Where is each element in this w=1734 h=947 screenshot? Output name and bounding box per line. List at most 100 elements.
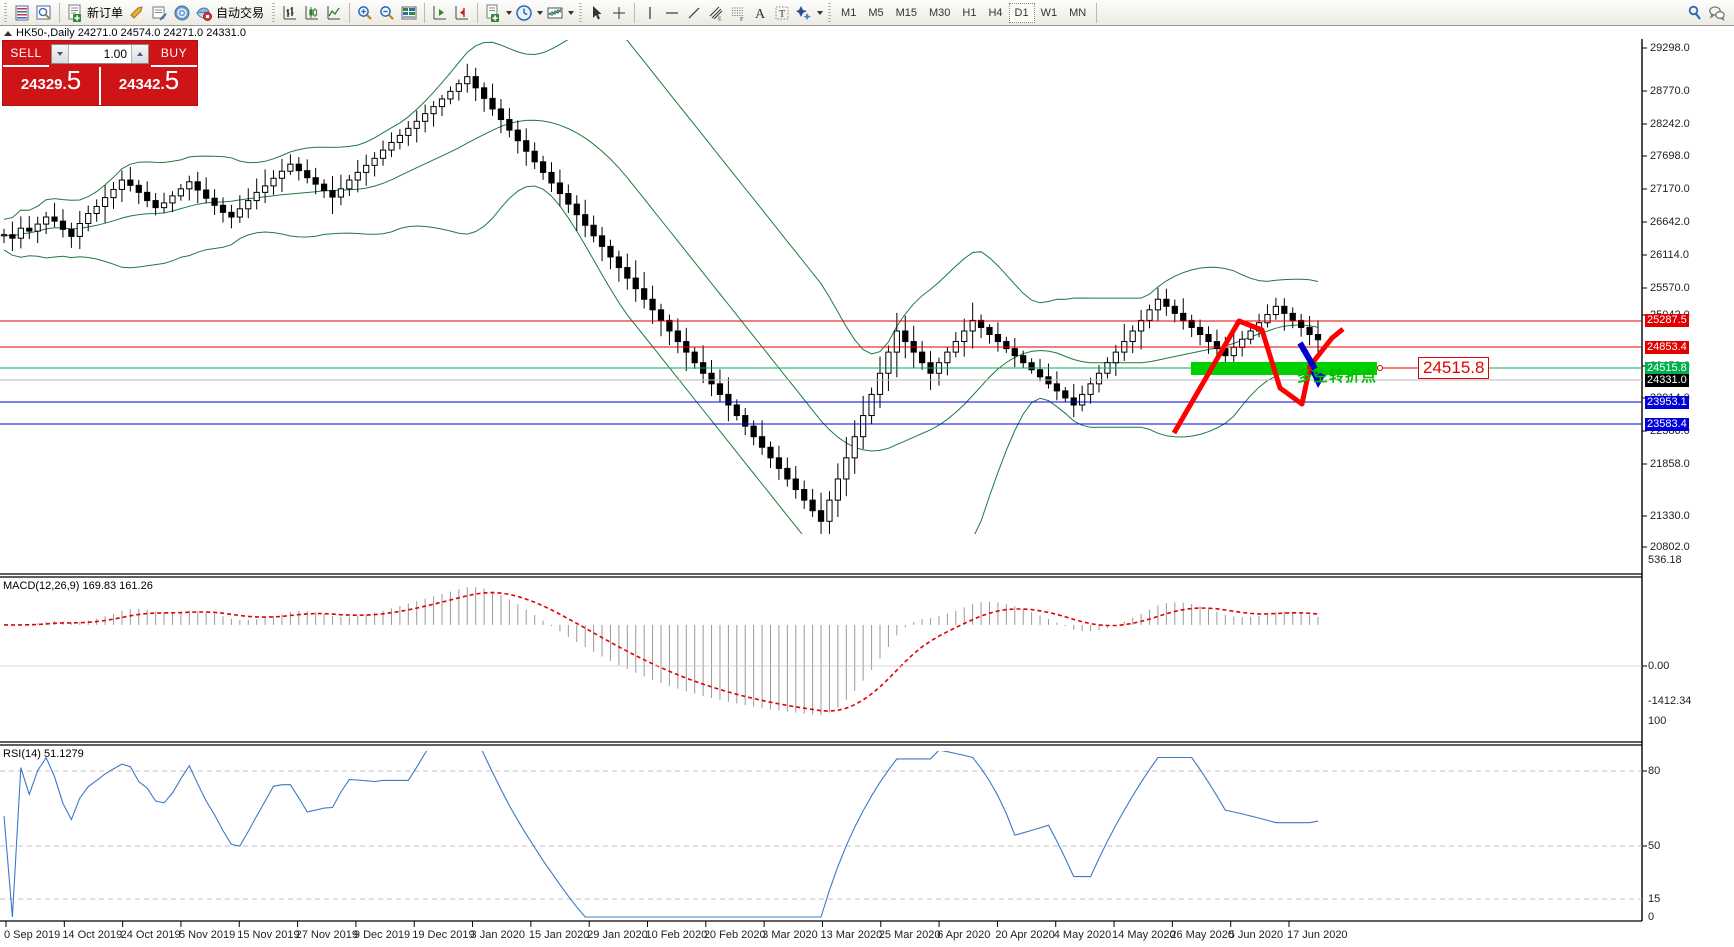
equidistant-channel-button[interactable]: E	[705, 2, 727, 24]
timeframe-w1[interactable]: W1	[1040, 6, 1058, 19]
signals-button[interactable]	[171, 2, 193, 24]
timeframe-m15[interactable]: M15	[895, 6, 917, 19]
date-tick-label: 24 Oct 2019	[120, 929, 181, 941]
text-label-icon: T	[773, 4, 791, 22]
macd-tick-max: 536.18	[1648, 554, 1682, 566]
periodicity-caret-icon[interactable]	[535, 4, 544, 22]
collapse-icon[interactable]	[4, 30, 12, 36]
rsi-tick-80: 80	[1648, 765, 1661, 777]
date-tick-label: 20 Apr 2020	[995, 929, 1055, 941]
templates-button[interactable]	[482, 2, 504, 24]
toolbar-grip-3[interactable]	[577, 2, 585, 23]
rsi-tick-50: 50	[1648, 840, 1661, 852]
buy-button[interactable]: 24342 . 5	[101, 67, 197, 105]
timeframe-mn[interactable]: MN	[1069, 6, 1087, 19]
zoom-in-button[interactable]	[354, 2, 376, 24]
indicators-button[interactable]	[544, 2, 566, 24]
timeframe-m1[interactable]: M1	[841, 6, 857, 19]
auto-scroll-icon	[431, 4, 449, 22]
fibonacci-retracement-button[interactable]: F	[727, 2, 749, 24]
horizontal-line-icon	[663, 4, 681, 22]
date-tick-label: 25 Mar 2020	[878, 929, 941, 941]
trendline-button[interactable]	[683, 2, 705, 24]
timeframe-h1[interactable]: H1	[962, 6, 977, 19]
auto-scroll-button[interactable]	[429, 2, 451, 24]
toolbar-grip[interactable]	[2, 2, 9, 23]
candlestick-chart-button[interactable]	[301, 2, 323, 24]
chart-shift-button[interactable]	[451, 2, 473, 24]
data-window-icon	[35, 4, 53, 22]
level-tag-25287: 25287.5	[1645, 314, 1689, 327]
market-watch-button[interactable]	[11, 2, 33, 24]
text-label-button[interactable]: T	[771, 2, 793, 24]
date-tick-label: 27 Nov 2019	[295, 929, 358, 941]
search-button[interactable]	[1684, 2, 1706, 24]
horizontal-line-button[interactable]	[661, 2, 683, 24]
trade-panel-bottom-row: 24329 . 5 24342 . 5	[3, 67, 197, 105]
rsi-indicator-title: RSI(14) 51.1279	[3, 748, 84, 760]
bar-chart-button[interactable]	[279, 2, 301, 24]
timeframe-m5[interactable]: M5	[868, 6, 884, 19]
trade-panel-top-row: SELL 1.00 BUY	[3, 41, 197, 67]
volume-decrement-button[interactable]	[52, 45, 69, 63]
new-order-icon	[66, 4, 84, 22]
level-tag-23953: 23953.1	[1645, 396, 1689, 409]
volume-input[interactable]: 1.00	[103, 47, 127, 61]
price-tick-27698: 27698.0	[1650, 150, 1690, 162]
price-tick-28242: 28242.0	[1650, 118, 1690, 130]
macd-tick-zero: 0.00	[1648, 660, 1670, 672]
auto-trading-button[interactable]: 自动交易	[193, 2, 268, 24]
toolbar-grip-4[interactable]	[826, 2, 834, 23]
search-icon	[1686, 4, 1704, 22]
macd-tick-min: -1412.34	[1648, 695, 1692, 707]
volume-increment-button[interactable]	[131, 45, 148, 63]
crosshair-icon	[610, 4, 628, 22]
expert-advisors-button[interactable]	[149, 2, 171, 24]
svg-text:T: T	[779, 9, 785, 20]
date-tick-label: 29 Jan 2020	[587, 929, 648, 941]
zigzag-annotation	[1171, 318, 1345, 435]
date-tick-label: 4 May 2020	[1053, 929, 1112, 941]
shapes-caret-icon[interactable]	[815, 4, 824, 22]
timeframe-d1[interactable]: D1	[1008, 2, 1035, 23]
text-button[interactable]: A	[749, 2, 771, 24]
volume-stepper[interactable]: 1.00	[51, 44, 149, 64]
date-tick-label: 20 Feb 2020	[703, 929, 766, 941]
metaeditor-button[interactable]	[127, 2, 149, 24]
price-tick-25570: 25570.0	[1650, 282, 1690, 294]
price-tick-21858: 21858.0	[1650, 458, 1690, 470]
equidistant-channel-icon: E	[707, 4, 725, 22]
line-chart-button[interactable]	[323, 2, 345, 24]
vertical-line-button[interactable]	[639, 2, 661, 24]
toolbar-separator-3	[424, 2, 426, 23]
date-tick-label: 0 Sep 2019	[4, 929, 61, 941]
periodicity-button[interactable]	[513, 2, 535, 24]
sell-button[interactable]: 24329 . 5	[3, 67, 101, 105]
toolbar-grip-2[interactable]	[270, 2, 278, 23]
timeframe-m30[interactable]: M30	[929, 6, 951, 19]
one-click-trading-panel[interactable]: SELL 1.00 BUY 24329 . 5 24342 . 5	[2, 40, 198, 106]
price-callout-label[interactable]: 24515.8	[1418, 357, 1490, 379]
zoom-out-button[interactable]	[376, 2, 398, 24]
chat-button[interactable]	[1706, 2, 1728, 24]
data-window-button[interactable]	[33, 2, 55, 24]
chart-canvas[interactable]: HK50-,Daily 24271.0 24574.0 24271.0 2433…	[0, 26, 1734, 947]
cursor-button[interactable]	[586, 2, 608, 24]
chat-icon	[1708, 4, 1726, 22]
templates-icon	[484, 4, 502, 22]
crosshair-button[interactable]	[608, 2, 630, 24]
price-tick-27170: 27170.0	[1650, 183, 1690, 195]
zoom-out-icon	[378, 4, 396, 22]
indicators-caret-icon[interactable]	[566, 4, 575, 22]
price-tick-21330: 21330.0	[1650, 510, 1690, 522]
templates-caret-icon[interactable]	[504, 4, 513, 22]
buy-price-separator: .	[160, 76, 165, 93]
date-tick-label: 17 Jun 2020	[1287, 929, 1348, 941]
shapes-button[interactable]	[793, 2, 815, 24]
price-tick-26114: 26114.0	[1650, 249, 1689, 261]
date-tick-label: 6 Apr 2020	[937, 929, 991, 941]
timeframe-h4[interactable]: H4	[988, 6, 1003, 19]
turning-point-note[interactable]: 多空转折点	[1297, 368, 1378, 385]
chart-grid-button[interactable]	[398, 2, 420, 24]
new-order-button[interactable]: 新订单	[64, 2, 127, 24]
